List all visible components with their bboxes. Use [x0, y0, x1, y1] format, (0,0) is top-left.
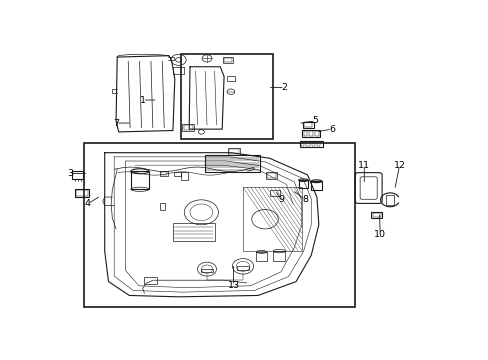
Text: 12: 12	[393, 161, 405, 170]
Text: 4: 4	[84, 199, 90, 208]
Bar	[256, 252, 266, 261]
Text: 9: 9	[277, 195, 284, 204]
Bar	[72, 171, 83, 179]
Bar	[131, 171, 149, 189]
Bar	[302, 122, 313, 128]
Text: 3: 3	[67, 169, 74, 178]
Bar	[226, 76, 235, 81]
Bar	[224, 58, 231, 62]
Bar	[266, 173, 275, 178]
Bar	[205, 156, 260, 172]
Bar	[301, 141, 304, 146]
Bar	[173, 223, 214, 242]
Bar	[316, 141, 320, 146]
Bar	[201, 269, 212, 272]
Bar	[273, 251, 285, 261]
Bar	[76, 190, 87, 196]
Bar	[159, 171, 168, 176]
Bar	[144, 276, 156, 284]
Text: 1: 1	[139, 95, 145, 104]
Bar	[228, 149, 238, 154]
Bar	[372, 213, 380, 217]
Text: 6: 6	[328, 125, 334, 134]
Bar	[311, 141, 314, 146]
Bar	[180, 172, 188, 180]
Bar	[227, 148, 240, 155]
Bar	[311, 181, 321, 190]
Text: 2: 2	[281, 83, 287, 92]
Text: 8: 8	[302, 195, 308, 204]
Bar	[180, 54, 273, 139]
Bar	[309, 131, 312, 136]
Bar	[174, 172, 181, 176]
Bar	[299, 141, 322, 147]
Bar	[269, 190, 280, 195]
Bar	[304, 122, 312, 127]
Bar	[305, 141, 309, 146]
Text: 11: 11	[358, 161, 369, 170]
Bar	[84, 143, 354, 307]
Text: 5: 5	[312, 116, 318, 125]
Bar	[370, 212, 382, 219]
Bar	[298, 180, 307, 188]
Bar	[302, 130, 320, 138]
Bar	[303, 131, 307, 136]
Text: 7: 7	[113, 118, 119, 127]
Bar	[386, 195, 393, 205]
Text: 10: 10	[373, 230, 386, 239]
Text: 13: 13	[227, 281, 239, 290]
Bar	[223, 57, 232, 63]
Bar	[183, 125, 192, 130]
Bar	[161, 172, 166, 175]
Bar	[182, 125, 193, 131]
Bar	[75, 189, 89, 197]
Bar	[314, 131, 318, 136]
Bar	[159, 203, 165, 210]
Bar	[265, 172, 277, 179]
Bar	[237, 266, 248, 270]
